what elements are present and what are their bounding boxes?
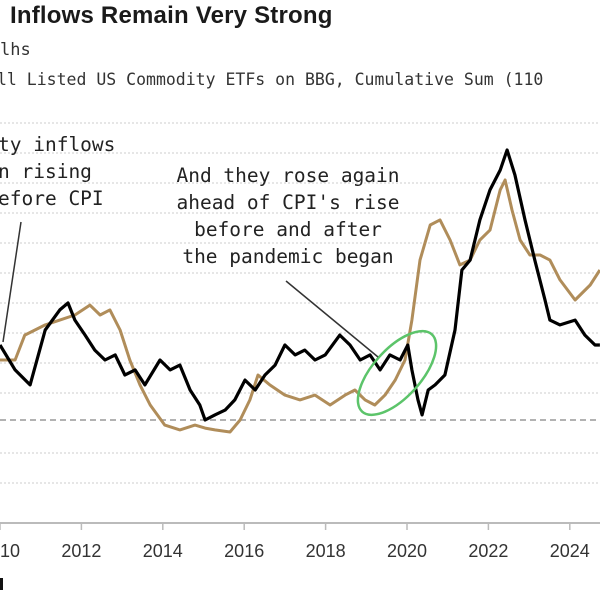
annotation-line: n rising xyxy=(0,160,92,183)
x-ticks: 2010 2012 2014 2016 2018 2020 2022 2024 xyxy=(0,523,590,561)
annotation-arrow-middle xyxy=(285,280,379,358)
x-tick-label: 2018 xyxy=(306,541,346,561)
x-tick-label: 2024 xyxy=(550,541,590,561)
x-tick-label: 2016 xyxy=(224,541,264,561)
x-tick-label: 2020 xyxy=(387,541,427,561)
annotation-arrow-left xyxy=(2,221,22,343)
x-tick-label: 2022 xyxy=(468,541,508,561)
annotation-line: before and after xyxy=(194,218,382,241)
x-tick-label: 2010 xyxy=(0,541,20,561)
axis-side-label: lhs xyxy=(0,40,31,60)
chart-title: Inflows Remain Very Strong xyxy=(10,2,333,29)
series-line-black xyxy=(0,148,600,422)
series-line-gold xyxy=(0,178,600,434)
gridlines xyxy=(0,122,600,484)
annotation-line: And they rose again xyxy=(176,164,400,187)
annotation-middle: And they rose again ahead of CPI's rise be… xyxy=(150,162,426,270)
annotation-line: ahead of CPI's rise xyxy=(176,191,400,214)
x-tick-label: 2012 xyxy=(61,541,101,561)
x-tick-label: 2014 xyxy=(143,541,183,561)
annotation-line: efore CPI xyxy=(0,187,104,210)
legend-marker xyxy=(0,578,3,590)
series-lines xyxy=(0,148,600,434)
highlight-ellipse xyxy=(356,329,438,417)
annotation-left: ty inflows n rising efore CPI xyxy=(0,131,115,212)
annotation-line: ty inflows xyxy=(0,133,116,156)
annotation-line: the pandemic began xyxy=(182,245,394,268)
chart-subtitle: ll Listed US Commodity ETFs on BBG, Cumu… xyxy=(0,70,544,89)
